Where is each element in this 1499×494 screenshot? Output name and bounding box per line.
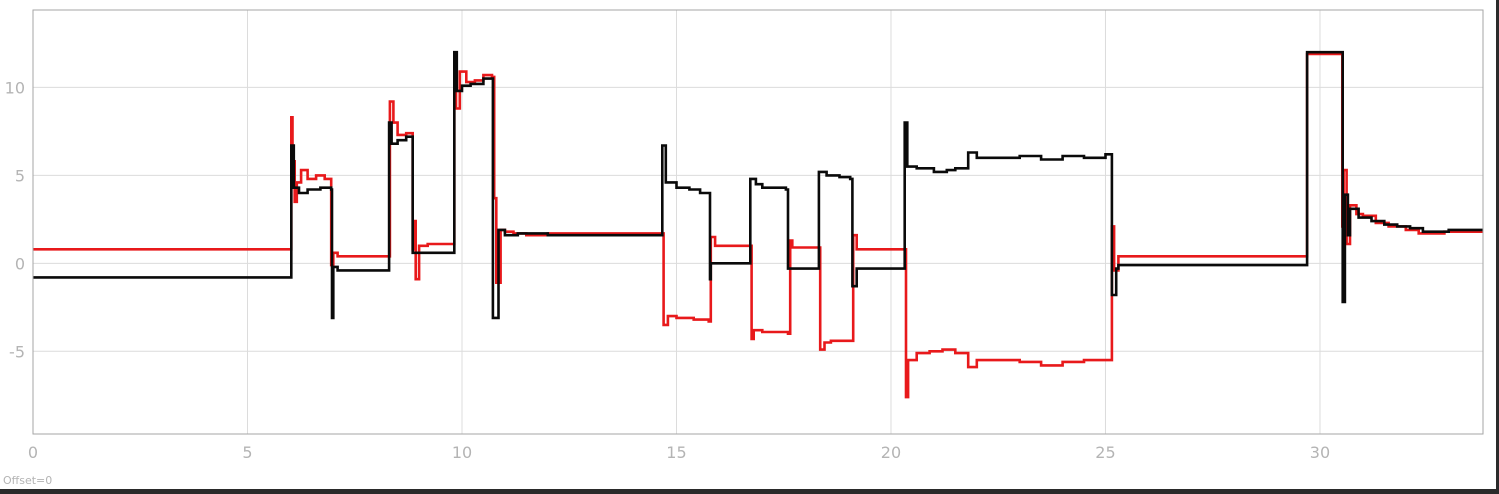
y-tick-label: 10 (5, 78, 25, 97)
x-tick-label: 25 (1095, 443, 1115, 462)
x-tick-label: 20 (881, 443, 901, 462)
grid-lines (33, 10, 1483, 434)
y-tick-label: 5 (15, 166, 25, 185)
y-tick-label: -5 (9, 342, 25, 361)
window-bottom-border (0, 489, 1499, 494)
x-tick-label: 10 (452, 443, 472, 462)
plot-area[interactable] (33, 10, 1483, 434)
series-layer (33, 50, 1483, 399)
plot-frame (32, 9, 1484, 435)
x-tick-label: 30 (1310, 443, 1330, 462)
offset-status-text: Offset=0 (3, 474, 53, 487)
tick-labels: 0 5 10 15 20 25 30 10 5 0 -5 (5, 78, 1331, 462)
window-right-border (1496, 0, 1499, 494)
x-tick-label: 0 (28, 443, 38, 462)
y-tick-label: 0 (15, 254, 25, 273)
series-line-black (33, 50, 1483, 320)
x-tick-label: 5 (242, 443, 252, 462)
x-tick-label: 15 (666, 443, 686, 462)
